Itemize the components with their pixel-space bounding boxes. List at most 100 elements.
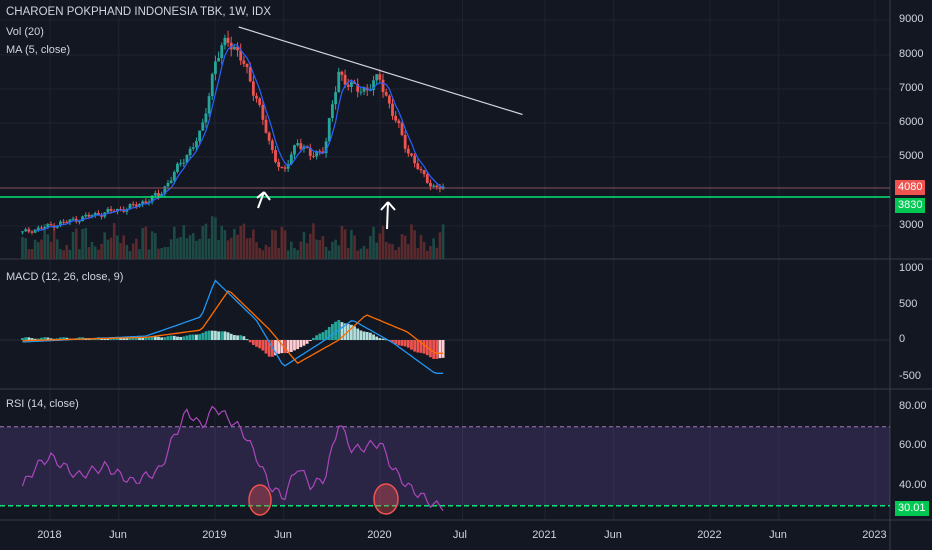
candle-body bbox=[84, 214, 88, 217]
candle-body bbox=[242, 60, 246, 64]
candle-body bbox=[191, 147, 195, 149]
macd-histogram-bar bbox=[36, 338, 40, 340]
macd-histogram-bar bbox=[109, 338, 113, 340]
volume-bar bbox=[100, 243, 103, 259]
volume-bar bbox=[365, 248, 369, 259]
macd-histogram-bar bbox=[138, 337, 141, 340]
macd-histogram-bar bbox=[416, 340, 420, 353]
volume-bar bbox=[346, 247, 350, 259]
candle-body bbox=[261, 104, 265, 120]
volume-bar bbox=[27, 249, 31, 259]
macd-histogram-bar bbox=[410, 340, 413, 350]
macd-histogram-bar bbox=[198, 334, 201, 340]
rsi-axis-label: 80.00 bbox=[899, 400, 927, 412]
candle-body bbox=[141, 201, 145, 204]
candle-body bbox=[372, 80, 375, 91]
volume-bar bbox=[435, 247, 439, 259]
volume-bar bbox=[135, 238, 138, 259]
volume-bar bbox=[315, 239, 318, 259]
volume-bar bbox=[233, 228, 236, 259]
macd-histogram-bar bbox=[305, 340, 309, 344]
rsi-circle-annotation-1 bbox=[248, 484, 272, 516]
volume-bar bbox=[141, 227, 144, 259]
time-axis-label: Jun bbox=[109, 529, 127, 541]
candle-body bbox=[394, 115, 398, 121]
price-axis-label: 6000 bbox=[899, 116, 924, 128]
candle-body bbox=[217, 58, 220, 62]
volume-bar bbox=[71, 232, 75, 259]
volume-bar bbox=[422, 242, 426, 259]
macd-histogram-bar bbox=[400, 340, 404, 346]
volume-bar bbox=[122, 235, 125, 259]
volume-bar bbox=[87, 247, 91, 259]
candle-body bbox=[147, 201, 151, 203]
macd-histogram-bar bbox=[321, 332, 325, 340]
volume-bar bbox=[52, 229, 56, 259]
candle-body bbox=[318, 151, 322, 153]
candle-body bbox=[403, 135, 407, 149]
macd-histogram-bar bbox=[293, 340, 296, 351]
candle-body bbox=[214, 61, 217, 75]
macd-histogram-bar bbox=[229, 333, 233, 340]
macd-histogram-bar bbox=[153, 336, 157, 340]
candle-body bbox=[277, 162, 281, 167]
macd-histogram-bar bbox=[232, 335, 236, 340]
candle-body bbox=[226, 37, 230, 43]
volume-bar bbox=[84, 228, 88, 259]
volume-bar bbox=[426, 250, 429, 259]
macd-histogram-bar bbox=[217, 331, 220, 340]
price-axis-label: 3000 bbox=[899, 219, 924, 231]
volume-legend: Vol (20) bbox=[6, 26, 44, 38]
volume-bar bbox=[327, 250, 331, 259]
candle-body bbox=[153, 193, 157, 196]
volume-bar bbox=[78, 249, 81, 259]
volume-bar bbox=[182, 225, 186, 259]
macd-histogram-bar bbox=[350, 324, 353, 340]
volume-bar bbox=[410, 224, 413, 259]
candle-body bbox=[327, 118, 331, 142]
volume-bar bbox=[267, 247, 271, 259]
candle-body bbox=[30, 231, 34, 233]
volume-bar bbox=[340, 225, 344, 259]
volume-bar bbox=[74, 228, 78, 259]
macd-histogram-bar bbox=[239, 335, 243, 340]
candle-body bbox=[337, 71, 341, 93]
candle-body bbox=[131, 204, 135, 206]
volume-bar bbox=[432, 238, 435, 259]
candle-body bbox=[343, 74, 347, 85]
macd-histogram-bar bbox=[144, 337, 148, 340]
price-axis-label: 9000 bbox=[899, 13, 924, 25]
candle-body bbox=[33, 229, 37, 233]
candle-body bbox=[21, 231, 24, 233]
macd-histogram-bar bbox=[258, 340, 262, 349]
candle-body bbox=[384, 91, 388, 96]
volume-bar bbox=[62, 250, 65, 259]
macd-histogram-bar bbox=[274, 340, 277, 356]
candle-body bbox=[258, 98, 262, 105]
volume-bar bbox=[223, 230, 227, 259]
macd-histogram-bar bbox=[201, 332, 205, 340]
volume-bar bbox=[119, 243, 122, 259]
macd-axis-label: 0 bbox=[899, 333, 906, 345]
macd-histogram-bar bbox=[435, 340, 439, 359]
macd-histogram-bar bbox=[353, 326, 356, 340]
macd-histogram-bar bbox=[182, 336, 186, 340]
candle-body bbox=[40, 227, 43, 229]
volume-bar bbox=[103, 232, 107, 259]
macd-histogram-bar bbox=[131, 336, 135, 340]
price-axis-label: 8000 bbox=[899, 48, 924, 60]
candle-body bbox=[62, 221, 66, 223]
volume-bar bbox=[116, 235, 119, 259]
candle-body bbox=[163, 186, 167, 194]
macd-histogram-bar bbox=[40, 337, 43, 340]
volume-bar bbox=[274, 230, 277, 259]
volume-bar bbox=[441, 224, 445, 259]
time-axis-label: Jun bbox=[274, 529, 292, 541]
candle-body bbox=[182, 162, 186, 164]
volume-bar bbox=[33, 239, 37, 259]
candle-body bbox=[346, 84, 350, 87]
volume-bar bbox=[55, 239, 59, 259]
time-axis-label: 2023 bbox=[862, 529, 887, 541]
candle-body bbox=[78, 221, 81, 223]
